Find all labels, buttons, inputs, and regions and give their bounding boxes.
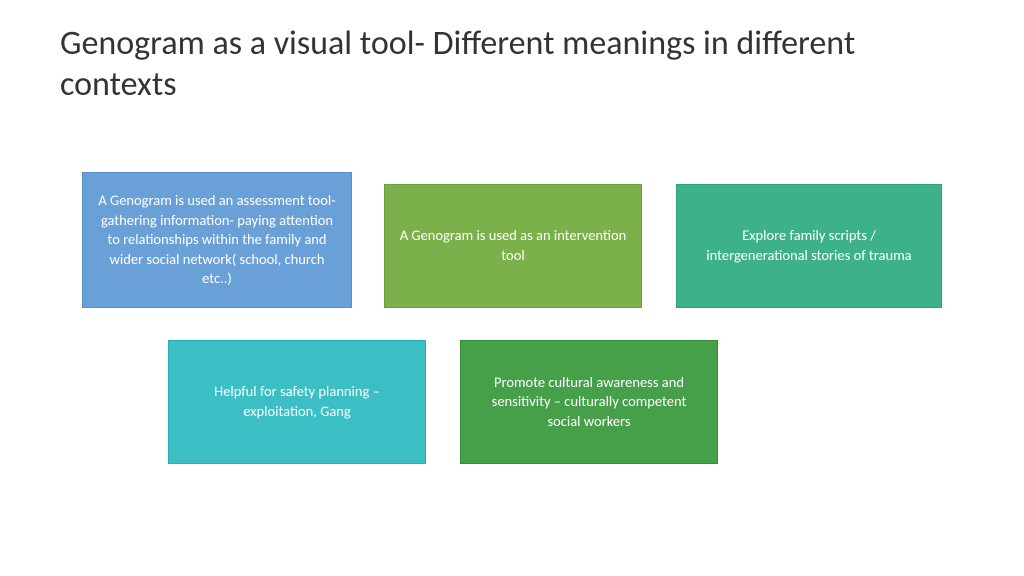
box-assessment: A Genogram is used an assessment tool- g… xyxy=(82,172,352,308)
box-cultural: Promote cultural awareness and sensitivi… xyxy=(460,340,718,464)
slide-title: Genogram as a visual tool- Different mea… xyxy=(60,24,964,106)
box-scripts: Explore family scripts / intergeneration… xyxy=(676,184,942,308)
box-text: A Genogram is used an assessment tool- g… xyxy=(97,191,337,289)
box-intervention: A Genogram is used as an intervention to… xyxy=(384,184,642,308)
box-text: Promote cultural awareness and sensitivi… xyxy=(475,373,703,432)
box-text: A Genogram is used as an intervention to… xyxy=(399,226,627,265)
slide: { "title": "Genogram as a visual tool- D… xyxy=(0,0,1024,576)
box-text: Helpful for safety planning – exploitati… xyxy=(183,382,411,421)
box-text: Explore family scripts / intergeneration… xyxy=(691,226,927,265)
box-safety: Helpful for safety planning – exploitati… xyxy=(168,340,426,464)
